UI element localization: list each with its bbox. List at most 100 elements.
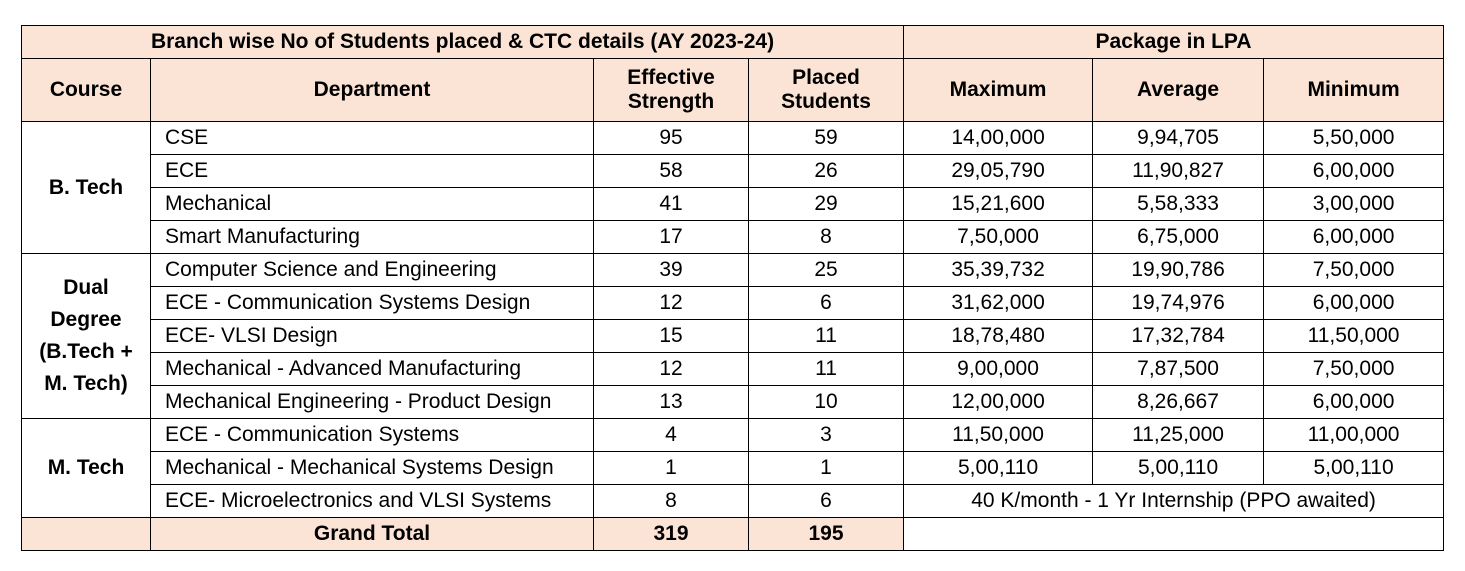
col-header-department: Department <box>150 58 594 122</box>
placed-students-cell: 1 <box>747 451 905 485</box>
maximum-package-cell: 11,50,000 <box>903 418 1094 452</box>
column-header-row: Course Department Effective Strength Pla… <box>21 58 1445 122</box>
placed-students-cell: 8 <box>747 220 905 254</box>
placement-table: Branch wise No of Students placed & CTC … <box>20 25 1445 551</box>
maximum-package-cell: 29,05,790 <box>903 154 1094 188</box>
department-cell: Computer Science and Engineering <box>150 253 594 287</box>
minimum-package-cell: 6,00,000 <box>1263 286 1445 320</box>
department-cell: ECE- VLSI Design <box>150 319 594 353</box>
effective-strength-cell: 12 <box>593 286 749 320</box>
placed-students-cell: 3 <box>747 418 905 452</box>
department-cell: ECE - Communication Systems Design <box>150 286 594 320</box>
placed-students-cell: 10 <box>747 385 905 419</box>
average-package-cell: 5,58,333 <box>1092 187 1265 221</box>
total-blank-cell <box>21 517 151 551</box>
maximum-package-cell: 9,00,000 <box>903 352 1094 386</box>
maximum-package-cell: 18,78,480 <box>903 319 1094 353</box>
average-package-cell: 17,32,784 <box>1092 319 1265 353</box>
maximum-package-cell: 7,50,000 <box>903 220 1094 254</box>
average-package-cell: 7,87,500 <box>1092 352 1265 386</box>
minimum-package-cell: 6,00,000 <box>1263 154 1445 188</box>
maximum-package-cell: 14,00,000 <box>903 121 1094 155</box>
department-cell: Smart Manufacturing <box>150 220 594 254</box>
col-header-placed-students: Placed Students <box>747 58 905 122</box>
minimum-package-cell: 7,50,000 <box>1263 352 1445 386</box>
department-cell: ECE - Communication Systems <box>150 418 594 452</box>
department-cell: ECE <box>150 154 594 188</box>
course-cell: B. Tech <box>21 121 151 254</box>
maximum-package-cell: 31,62,000 <box>903 286 1094 320</box>
total-effective-strength: 319 <box>593 517 749 551</box>
department-cell: ECE- Microelectronics and VLSI Systems <box>150 484 594 518</box>
average-package-cell: 6,75,000 <box>1092 220 1265 254</box>
table-row: ECE- VLSI Design 15 11 18,78,480 17,32,784 11… <box>22 319 1445 353</box>
minimum-package-cell: 11,00,000 <box>1263 418 1445 452</box>
placed-students-cell: 29 <box>747 187 905 221</box>
effective-strength-cell: 12 <box>593 352 749 386</box>
table-row: B. Tech CSE 95 59 14,00,000 9,94,705 5,50,000 <box>21 121 1445 254</box>
table-row: ECE 58 26 29,05,790 11,90,827 6,00,000 <box>22 154 1445 188</box>
minimum-package-cell: 6,00,000 <box>1263 385 1445 419</box>
title-row: Branch wise No of Students placed & CTC … <box>20 25 1445 59</box>
maximum-package-cell: 15,21,600 <box>903 187 1094 221</box>
col-header-effective-strength: Effective Strength <box>593 58 749 122</box>
grand-total-label: Grand Total <box>150 517 594 551</box>
effective-strength-cell: 17 <box>593 220 749 254</box>
minimum-package-cell: 5,50,000 <box>1263 121 1445 155</box>
average-package-cell: 8,26,667 <box>1092 385 1265 419</box>
minimum-package-cell: 7,50,000 <box>1263 253 1445 287</box>
total-placed-students: 195 <box>747 517 905 551</box>
col-header-average: Average <box>1092 58 1265 122</box>
placed-students-cell: 6 <box>747 286 905 320</box>
maximum-package-cell: 5,00,110 <box>903 451 1094 485</box>
table-title: Branch wise No of Students placed & CTC … <box>20 25 905 59</box>
effective-strength-cell: 1 <box>593 451 749 485</box>
placed-students-cell: 6 <box>747 484 905 518</box>
total-package-blank <box>903 517 1445 551</box>
effective-strength-cell: 8 <box>593 484 749 518</box>
effective-strength-cell: 39 <box>593 253 749 287</box>
table-row: Smart Manufacturing 17 8 7,50,000 6,75,000 6,… <box>22 220 1445 254</box>
course-cell: M. Tech <box>21 418 151 518</box>
effective-strength-cell: 4 <box>593 418 749 452</box>
minimum-package-cell: 11,50,000 <box>1263 319 1445 353</box>
placed-students-cell: 59 <box>747 121 905 155</box>
table-row: Mechanical - Mechanical Systems Design 1 1… <box>22 451 1445 485</box>
table-row: Mechanical Engineering - Product Design 1… <box>22 385 1445 419</box>
average-package-cell: 11,25,000 <box>1092 418 1265 452</box>
placed-students-cell: 25 <box>747 253 905 287</box>
placed-students-cell: 26 <box>747 154 905 188</box>
effective-strength-cell: 15 <box>593 319 749 353</box>
department-cell: CSE <box>150 121 594 155</box>
col-header-minimum: Minimum <box>1263 58 1445 122</box>
col-header-course: Course <box>21 58 151 122</box>
average-package-cell: 19,90,786 <box>1092 253 1265 287</box>
department-cell: Mechanical - Mechanical Systems Design <box>150 451 594 485</box>
table-row: Mechanical 41 29 15,21,600 5,58,333 3,00,000 <box>22 187 1445 221</box>
average-package-cell: 9,94,705 <box>1092 121 1265 155</box>
package-note-cell: 40 K/month - 1 Yr Internship (PPO awaite… <box>903 484 1445 518</box>
grand-total-row: Grand Total 319 195 <box>21 517 1445 551</box>
minimum-package-cell: 3,00,000 <box>1263 187 1445 221</box>
table-row: ECE - Communication Systems Design 12 6 31,… <box>22 286 1445 320</box>
department-cell: Mechanical Engineering - Product Design <box>150 385 594 419</box>
minimum-package-cell: 6,00,000 <box>1263 220 1445 254</box>
table-row: Mechanical - Advanced Manufacturing 12 11 9… <box>22 352 1445 386</box>
col-header-maximum: Maximum <box>903 58 1094 122</box>
effective-strength-cell: 95 <box>593 121 749 155</box>
course-cell: Dual Degree (B.Tech + M. Tech) <box>21 253 151 419</box>
table-row: M. Tech ECE - Communication Systems 4 3 11,5… <box>21 418 1445 518</box>
effective-strength-cell: 58 <box>593 154 749 188</box>
department-cell: Mechanical <box>150 187 594 221</box>
department-cell: Mechanical - Advanced Manufacturing <box>150 352 594 386</box>
table-row: Dual Degree (B.Tech + M. Tech) Computer S… <box>21 253 1445 419</box>
table-row: ECE- Microelectronics and VLSI Systems 8 6… <box>22 484 1445 518</box>
effective-strength-cell: 41 <box>593 187 749 221</box>
maximum-package-cell: 35,39,732 <box>903 253 1094 287</box>
maximum-package-cell: 12,00,000 <box>903 385 1094 419</box>
effective-strength-cell: 13 <box>593 385 749 419</box>
minimum-package-cell: 5,00,110 <box>1263 451 1445 485</box>
average-package-cell: 19,74,976 <box>1092 286 1265 320</box>
average-package-cell: 11,90,827 <box>1092 154 1265 188</box>
placed-students-cell: 11 <box>747 352 905 386</box>
